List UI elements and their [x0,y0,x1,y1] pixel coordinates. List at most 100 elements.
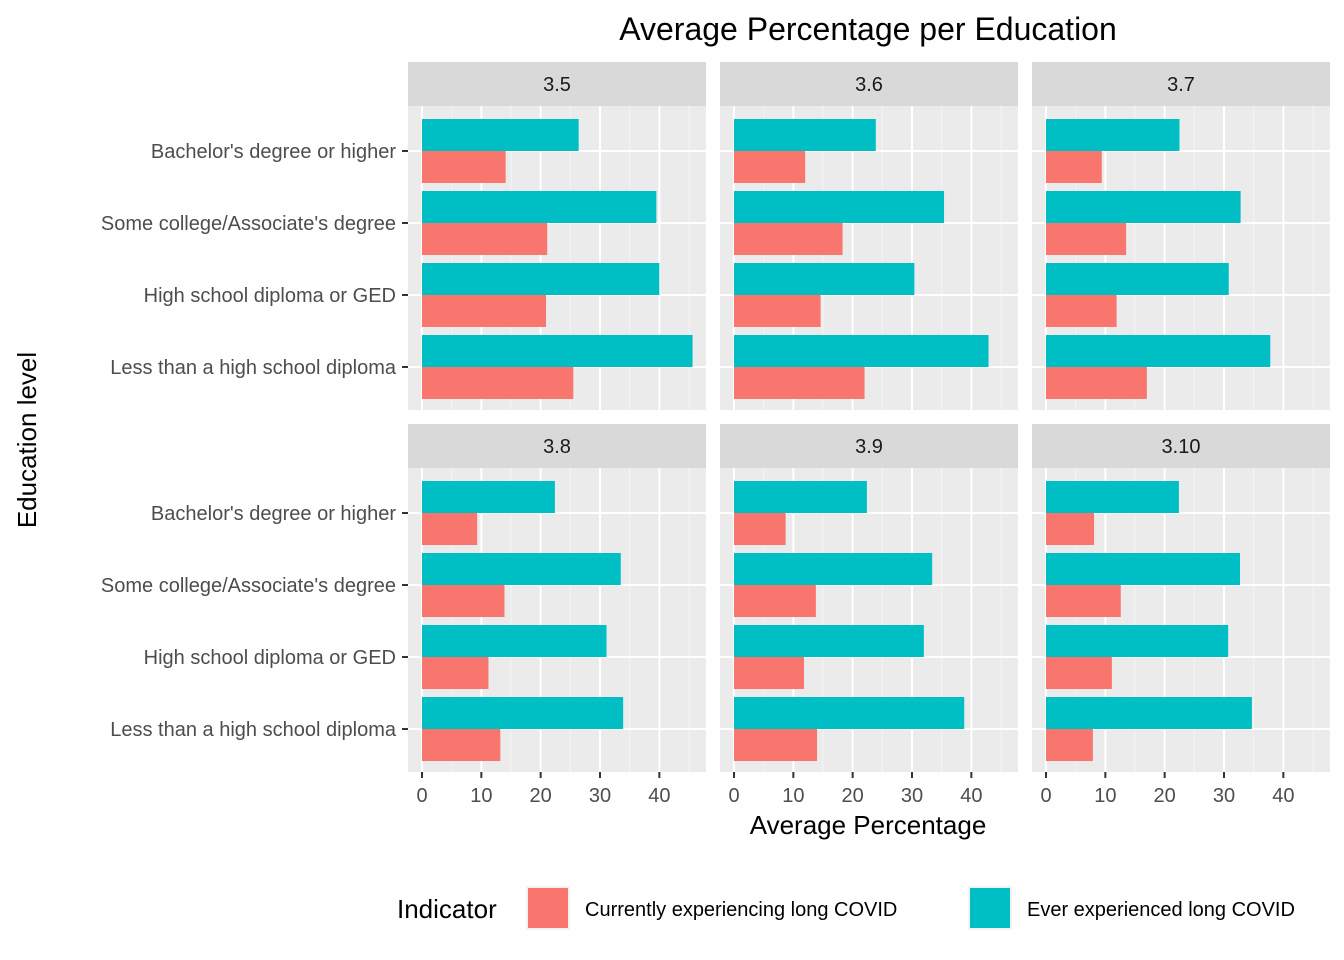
bar-currently-experiencing [422,657,489,689]
facet-panel: 3.5 Bachelor's degree or higher Some colle… [101,62,706,410]
bar-ever-experienced [734,553,933,585]
x-tick-label: 40 [648,785,670,807]
facet-strip [720,424,1018,468]
category-label: Some college/Associate's degree [101,213,396,235]
category-label: High school diploma or GED [144,285,396,307]
bar-ever-experienced [422,697,624,729]
category-label: Less than a high school diploma [110,357,397,379]
bar-ever-experienced [422,625,607,657]
facet-strip-label: 3.7 [1167,74,1195,96]
bar-currently-experiencing [422,585,505,617]
category-label: Bachelor's degree or higher [151,141,396,163]
legend-label: Ever experienced long COVID [1027,899,1295,921]
bar-currently-experiencing [1046,295,1117,327]
x-tick-label: 10 [1094,785,1116,807]
bar-currently-experiencing [422,729,501,761]
facet-panel: 3.9 0 10 20 30 40 [720,424,1018,807]
x-tick-label: 0 [728,785,739,807]
bar-currently-experiencing [1046,367,1147,399]
x-tick-label: 20 [842,785,864,807]
bar-currently-experiencing [422,151,506,183]
x-tick-label: 0 [416,785,427,807]
x-axis-title: Average Percentage [750,810,987,840]
legend: Indicator Currently experiencing long CO… [397,886,1295,930]
facet-strip [720,62,1018,106]
bar-ever-experienced [1046,553,1241,585]
facet-panel: 3.10 0 10 20 30 40 [1032,424,1330,807]
bar-ever-experienced [1046,335,1271,367]
bar-currently-experiencing [1046,223,1127,255]
facet-strip-label: 3.5 [543,74,571,96]
facet-strip [1032,62,1330,106]
bar-ever-experienced [422,335,693,367]
bar-currently-experiencing [1046,657,1112,689]
x-tick-label: 40 [1272,785,1294,807]
facet-panel: 3.6 [720,62,1018,410]
legend-title: Indicator [397,894,497,924]
x-tick-label: 30 [1213,785,1235,807]
bar-ever-experienced [1046,481,1179,513]
facet-panel: 3.8 Bachelor's degree or higher Some colle… [101,424,706,807]
facet-strip-label: 3.8 [543,436,571,458]
y-axis-title: Education level [12,352,42,528]
x-tick-label: 20 [530,785,552,807]
legend-label: Currently experiencing long COVID [585,899,897,921]
bar-ever-experienced [422,191,657,223]
bar-currently-experiencing [1046,585,1121,617]
bar-ever-experienced [734,263,915,295]
facet-strip-label: 3.9 [855,436,883,458]
facet-strip [408,424,706,468]
legend-swatch [970,888,1010,928]
bar-ever-experienced [1046,191,1241,223]
x-tick-label: 10 [470,785,492,807]
bar-currently-experiencing [1046,151,1102,183]
bar-ever-experienced [1046,119,1180,151]
bar-currently-experiencing [734,729,818,761]
x-tick-label: 30 [589,785,611,807]
bar-currently-experiencing [734,513,786,545]
facet-strip [408,62,706,106]
x-tick-label: 0 [1040,785,1051,807]
legend-swatch [528,888,568,928]
x-tick-label: 10 [782,785,804,807]
chart-title: Average Percentage per Education [619,11,1117,47]
facet-strip [1032,424,1330,468]
category-label: Some college/Associate's degree [101,575,396,597]
facet-strip-label: 3.6 [855,74,883,96]
bar-currently-experiencing [734,367,865,399]
bar-currently-experiencing [422,513,478,545]
bar-ever-experienced [1046,263,1229,295]
bar-ever-experienced [422,119,579,151]
bar-currently-experiencing [734,585,816,617]
bar-currently-experiencing [1046,513,1095,545]
bar-ever-experienced [734,625,924,657]
bar-ever-experienced [1046,625,1229,657]
bar-currently-experiencing [734,657,805,689]
bar-currently-experiencing [422,295,547,327]
facet-panels: 3.5 Bachelor's degree or higher Some colle… [101,62,1330,807]
category-label: Bachelor's degree or higher [151,503,396,525]
bar-ever-experienced [422,553,621,585]
bar-ever-experienced [734,335,989,367]
bar-ever-experienced [734,481,867,513]
bar-ever-experienced [1046,697,1252,729]
facet-panel: 3.7 [1032,62,1330,410]
bar-currently-experiencing [1046,729,1093,761]
bar-currently-experiencing [734,223,843,255]
bar-ever-experienced [734,191,945,223]
bar-ever-experienced [734,697,965,729]
bar-currently-experiencing [422,367,574,399]
bar-currently-experiencing [734,295,821,327]
bar-ever-experienced [422,263,660,295]
bar-ever-experienced [422,481,555,513]
category-label: Less than a high school diploma [110,719,397,741]
x-tick-label: 20 [1154,785,1176,807]
x-tick-label: 40 [960,785,982,807]
facet-strip-label: 3.10 [1162,436,1201,458]
bar-currently-experiencing [422,223,548,255]
category-label: High school diploma or GED [144,647,396,669]
bar-currently-experiencing [734,151,806,183]
x-tick-label: 30 [901,785,923,807]
bar-ever-experienced [734,119,876,151]
